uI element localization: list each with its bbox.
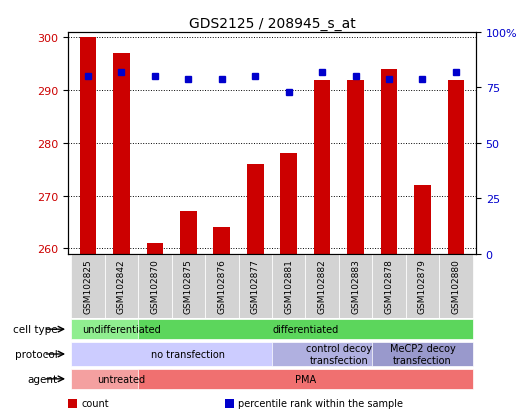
Text: differentiated: differentiated <box>272 324 338 335</box>
Text: GSM102880: GSM102880 <box>451 259 460 313</box>
Bar <box>238 254 272 318</box>
Bar <box>272 254 305 318</box>
Bar <box>439 254 473 318</box>
Text: GSM102825: GSM102825 <box>84 259 93 313</box>
Title: GDS2125 / 208945_s_at: GDS2125 / 208945_s_at <box>189 17 355 31</box>
Text: GSM102870: GSM102870 <box>151 259 160 313</box>
Bar <box>205 254 238 318</box>
Bar <box>180 212 197 254</box>
Bar <box>381 70 397 254</box>
Text: GSM102878: GSM102878 <box>384 259 393 313</box>
Text: PMA: PMA <box>295 374 316 384</box>
Bar <box>372 342 473 366</box>
Text: GSM102881: GSM102881 <box>284 259 293 313</box>
Bar <box>272 342 406 366</box>
Text: GSM102875: GSM102875 <box>184 259 193 313</box>
Bar <box>314 81 331 254</box>
Bar <box>448 81 464 254</box>
Text: untreated: untreated <box>97 374 145 384</box>
Text: protocol: protocol <box>15 349 58 359</box>
Text: MeCP2 decoy
transfection: MeCP2 decoy transfection <box>390 343 456 365</box>
Text: GSM102877: GSM102877 <box>251 259 260 313</box>
Text: no transfection: no transfection <box>151 349 225 359</box>
Text: count: count <box>81 399 109 408</box>
Text: control decoy
transfection: control decoy transfection <box>306 343 372 365</box>
Bar <box>71 369 172 389</box>
Text: GSM102842: GSM102842 <box>117 259 126 313</box>
Bar <box>79 38 96 254</box>
Text: GSM102883: GSM102883 <box>351 259 360 313</box>
Text: undifferentiated: undifferentiated <box>82 324 161 335</box>
Bar <box>247 164 264 254</box>
Bar <box>406 254 439 318</box>
Bar <box>339 254 372 318</box>
Bar <box>347 81 364 254</box>
Bar <box>280 154 297 254</box>
Text: GSM102879: GSM102879 <box>418 259 427 313</box>
Bar <box>305 254 339 318</box>
Text: GSM102876: GSM102876 <box>217 259 226 313</box>
Text: GSM102882: GSM102882 <box>317 259 327 313</box>
Bar <box>138 319 473 339</box>
Bar <box>146 244 163 254</box>
Bar <box>414 185 431 254</box>
Text: percentile rank within the sample: percentile rank within the sample <box>238 399 403 408</box>
Bar <box>71 254 105 318</box>
Bar <box>138 369 473 389</box>
Text: cell type: cell type <box>13 324 58 335</box>
Bar <box>138 254 172 318</box>
Bar <box>71 319 172 339</box>
Bar <box>105 254 138 318</box>
Bar <box>71 342 305 366</box>
Bar <box>372 254 406 318</box>
Bar <box>213 228 230 254</box>
Text: agent: agent <box>27 374 58 384</box>
Bar <box>113 54 130 254</box>
Bar <box>172 254 205 318</box>
